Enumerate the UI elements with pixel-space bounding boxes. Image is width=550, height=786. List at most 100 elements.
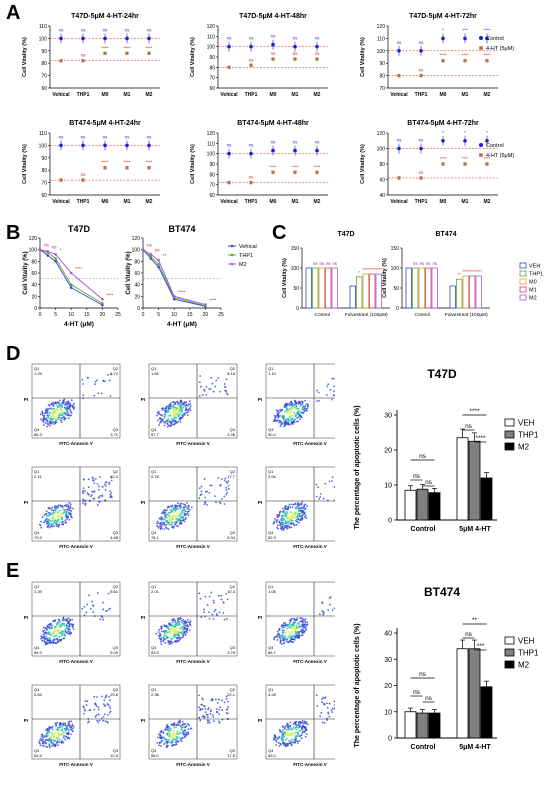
flow-event	[53, 628, 56, 630]
flow-event	[170, 627, 173, 630]
flow-event	[182, 634, 185, 637]
x-tick-label: Vehical	[390, 92, 408, 98]
flow-event	[183, 623, 185, 626]
y-tick-label: 70	[209, 76, 215, 82]
flow-event	[204, 595, 207, 598]
flow-event	[289, 740, 292, 743]
flow-event	[163, 518, 165, 521]
flow-event	[290, 636, 293, 639]
flow-event	[102, 601, 104, 604]
flow-event	[184, 729, 187, 732]
flow-event	[279, 730, 282, 733]
flow-event	[291, 741, 294, 744]
flow-event	[331, 476, 334, 479]
flow-event	[299, 625, 302, 628]
flow-event	[175, 521, 178, 524]
flow-event	[282, 629, 284, 632]
flow-event	[222, 612, 225, 614]
flow-event	[158, 637, 161, 640]
flow-event	[166, 417, 169, 420]
flow-event	[69, 512, 72, 515]
flow-event	[320, 712, 323, 714]
flow-event	[290, 522, 293, 525]
flow-event	[165, 725, 168, 728]
sig-label: ****	[475, 435, 486, 442]
flow-event	[157, 733, 160, 736]
flow-event	[45, 731, 48, 734]
flow-event	[178, 523, 181, 525]
flow-event	[44, 513, 47, 515]
flow-frame	[148, 363, 238, 439]
flow-event	[295, 725, 298, 728]
flow-event	[291, 506, 294, 509]
flow-event	[69, 503, 72, 506]
bar-1-0	[456, 437, 469, 521]
flow-event	[174, 734, 176, 737]
x-tick-label: M0	[270, 199, 277, 205]
legend-c-label: M2	[529, 296, 537, 302]
flow-event	[185, 725, 188, 728]
flow-event	[51, 732, 54, 735]
flow-event	[300, 503, 303, 505]
flow-event	[291, 418, 294, 421]
flow-event	[175, 743, 178, 745]
dose-point-thp1	[157, 262, 160, 266]
flow-event	[182, 628, 185, 631]
flow-event	[294, 413, 297, 416]
y-tick-label: 0	[388, 518, 392, 525]
flow-frame	[148, 581, 238, 657]
flow-event	[285, 411, 288, 413]
flow-event	[88, 720, 90, 723]
flow-event	[169, 402, 172, 405]
flow-event	[59, 620, 61, 623]
flow-event	[50, 513, 53, 516]
flow-event	[282, 741, 284, 744]
flow-event	[226, 393, 229, 396]
flow-event	[172, 526, 175, 529]
flow-event	[174, 632, 177, 634]
flow-event	[92, 611, 95, 613]
flow-event	[219, 483, 222, 486]
legend-c-swatch	[519, 286, 527, 293]
flow-event	[56, 407, 59, 410]
flow-event	[289, 417, 292, 420]
flow-event	[180, 401, 183, 404]
flow-event	[213, 610, 216, 613]
flow-event	[179, 739, 182, 741]
q4-label: Q4	[34, 645, 40, 650]
flow-event	[171, 634, 174, 637]
flow-event	[104, 489, 107, 491]
flow-event	[55, 634, 58, 637]
flow-event	[101, 495, 104, 498]
flow-event	[67, 511, 70, 513]
control-point	[441, 138, 445, 143]
flow-event	[327, 383, 330, 386]
flow-event	[109, 699, 111, 702]
flow-event	[186, 512, 189, 515]
x-tick-label: Vehical	[220, 199, 238, 205]
flow-event	[61, 729, 63, 732]
fulv-bar-ful	[375, 273, 382, 309]
flow-event	[294, 742, 296, 744]
flow-event	[299, 725, 301, 728]
flow-event	[299, 735, 301, 738]
flow-event	[294, 723, 297, 726]
y-tick-label: 40	[31, 283, 37, 289]
flow-event	[285, 419, 287, 422]
q1-value: 2.06	[268, 474, 277, 479]
flow-event	[67, 514, 70, 516]
flow-event	[61, 406, 63, 408]
flow-event	[213, 720, 215, 723]
flow-event	[180, 502, 183, 505]
flow-event	[289, 407, 291, 410]
flow-event	[328, 702, 331, 705]
flow-event	[158, 628, 161, 631]
q3-value: 4.68	[110, 535, 119, 540]
flow-event	[283, 518, 286, 521]
flow-event	[39, 524, 42, 527]
flow-event	[181, 409, 183, 412]
flow-event	[51, 728, 54, 731]
flow-event	[326, 702, 328, 705]
flow-event	[296, 731, 299, 734]
